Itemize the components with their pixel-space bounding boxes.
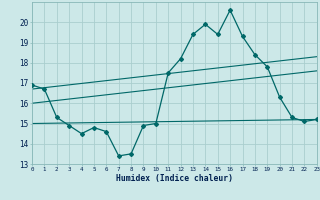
X-axis label: Humidex (Indice chaleur): Humidex (Indice chaleur) (116, 174, 233, 183)
